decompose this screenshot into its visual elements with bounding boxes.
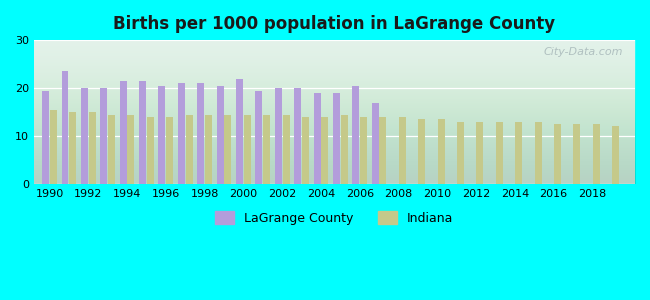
- Bar: [275, 88, 281, 184]
- Bar: [205, 115, 212, 184]
- Bar: [321, 117, 328, 184]
- Bar: [496, 122, 503, 184]
- Bar: [81, 88, 88, 184]
- Bar: [62, 71, 68, 184]
- Legend: LaGrange County, Indiana: LaGrange County, Indiana: [211, 206, 459, 230]
- Bar: [476, 122, 484, 184]
- Bar: [399, 117, 406, 184]
- Bar: [302, 117, 309, 184]
- Bar: [139, 81, 146, 184]
- Bar: [224, 115, 231, 184]
- Bar: [612, 127, 619, 184]
- Bar: [100, 88, 107, 184]
- Bar: [147, 117, 154, 184]
- Bar: [186, 115, 192, 184]
- Bar: [333, 93, 340, 184]
- Bar: [263, 115, 270, 184]
- Bar: [70, 112, 76, 184]
- Bar: [166, 117, 173, 184]
- Bar: [515, 122, 522, 184]
- Bar: [178, 83, 185, 184]
- Title: Births per 1000 population in LaGrange County: Births per 1000 population in LaGrange C…: [114, 15, 556, 33]
- Bar: [88, 112, 96, 184]
- Bar: [127, 115, 135, 184]
- Bar: [372, 103, 379, 184]
- Bar: [120, 81, 127, 184]
- Bar: [380, 117, 387, 184]
- Bar: [457, 122, 464, 184]
- Bar: [236, 79, 243, 184]
- Bar: [360, 117, 367, 184]
- Bar: [341, 115, 348, 184]
- Bar: [593, 124, 600, 184]
- Bar: [108, 115, 115, 184]
- Bar: [197, 83, 204, 184]
- Bar: [418, 119, 425, 184]
- Bar: [294, 88, 301, 184]
- Bar: [573, 124, 580, 184]
- Bar: [352, 86, 359, 184]
- Bar: [313, 93, 320, 184]
- Bar: [255, 91, 263, 184]
- Bar: [216, 86, 224, 184]
- Bar: [244, 115, 251, 184]
- Bar: [42, 91, 49, 184]
- Text: City-Data.com: City-Data.com: [543, 47, 623, 57]
- Bar: [50, 110, 57, 184]
- Bar: [159, 86, 166, 184]
- Bar: [437, 119, 445, 184]
- Bar: [283, 115, 289, 184]
- Bar: [534, 122, 541, 184]
- Bar: [554, 124, 561, 184]
